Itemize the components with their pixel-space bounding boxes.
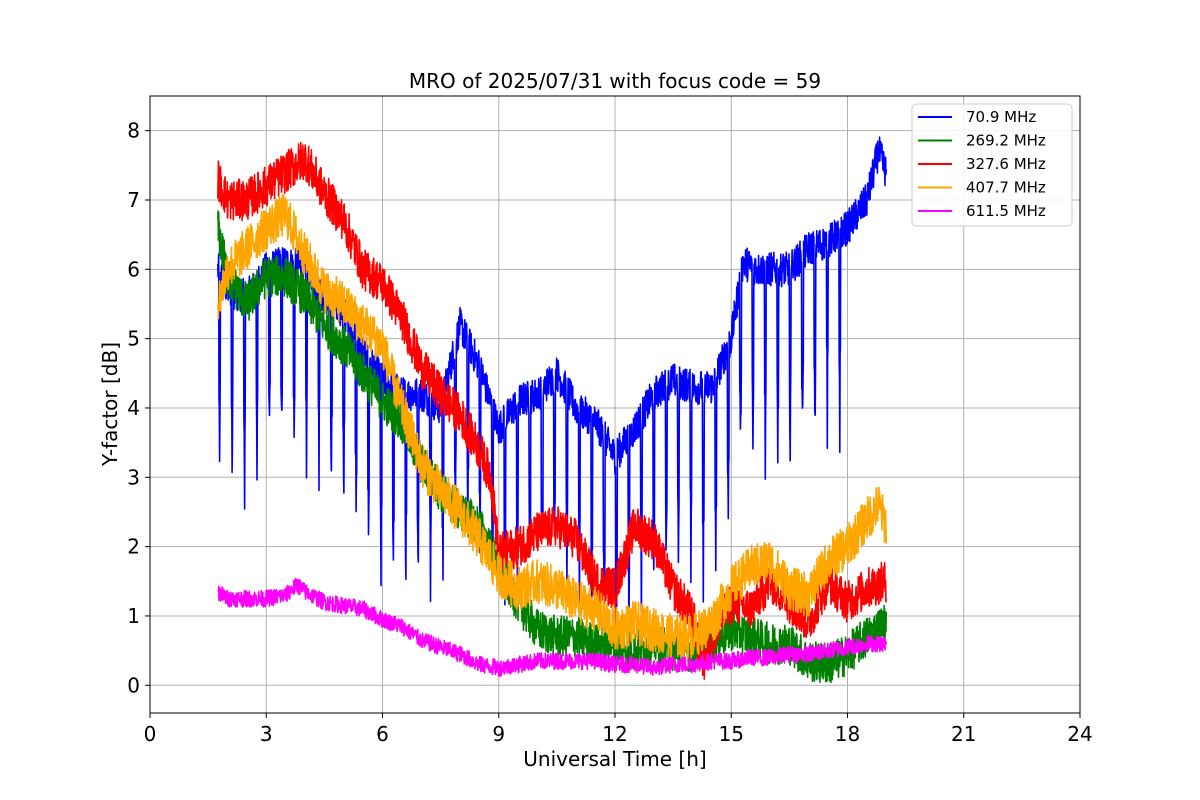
x-tick-label: 0 <box>144 722 157 746</box>
x-tick-label: 18 <box>835 722 860 746</box>
series-line <box>217 210 888 684</box>
y-tick-label: 2 <box>127 535 140 559</box>
series-lines <box>217 136 888 684</box>
y-tick-label: 0 <box>127 673 140 697</box>
x-tick-label: 15 <box>719 722 744 746</box>
x-tick-label: 21 <box>951 722 976 746</box>
legend-box <box>911 103 1073 227</box>
legend-label: 70.9 MHz <box>966 108 1036 126</box>
x-tick-label: 24 <box>1067 722 1092 746</box>
series-line <box>217 194 888 660</box>
y-axis-label: Y-factor [dB] <box>98 342 122 467</box>
x-axis-label: Universal Time [h] <box>523 747 706 771</box>
y-tick-label: 8 <box>127 119 140 143</box>
x-tick-label: 6 <box>376 722 389 746</box>
legend-label: 327.6 MHz <box>966 155 1046 173</box>
x-tick-label: 3 <box>260 722 273 746</box>
y-tick-label: 5 <box>127 327 140 351</box>
legend-label: 611.5 MHz <box>966 202 1046 220</box>
y-tick-label: 6 <box>127 257 140 281</box>
y-tick-label: 4 <box>127 396 140 420</box>
series-line <box>217 577 888 677</box>
x-tick-label: 9 <box>492 722 505 746</box>
legend: 70.9 MHz 269.2 MHz 327.6 MHz 407.7 MHz 611.5… <box>911 103 1073 227</box>
legend-label: 407.7 MHz <box>966 179 1046 197</box>
y-tick-label: 3 <box>127 465 140 489</box>
chart-title: MRO of 2025/07/31 with focus code = 59 <box>409 69 821 93</box>
legend-label: 269.2 MHz <box>966 132 1046 150</box>
series-line <box>217 141 888 680</box>
y-tick-label: 7 <box>127 188 140 212</box>
x-tick-label: 12 <box>602 722 627 746</box>
y-tick-label: 1 <box>127 604 140 628</box>
